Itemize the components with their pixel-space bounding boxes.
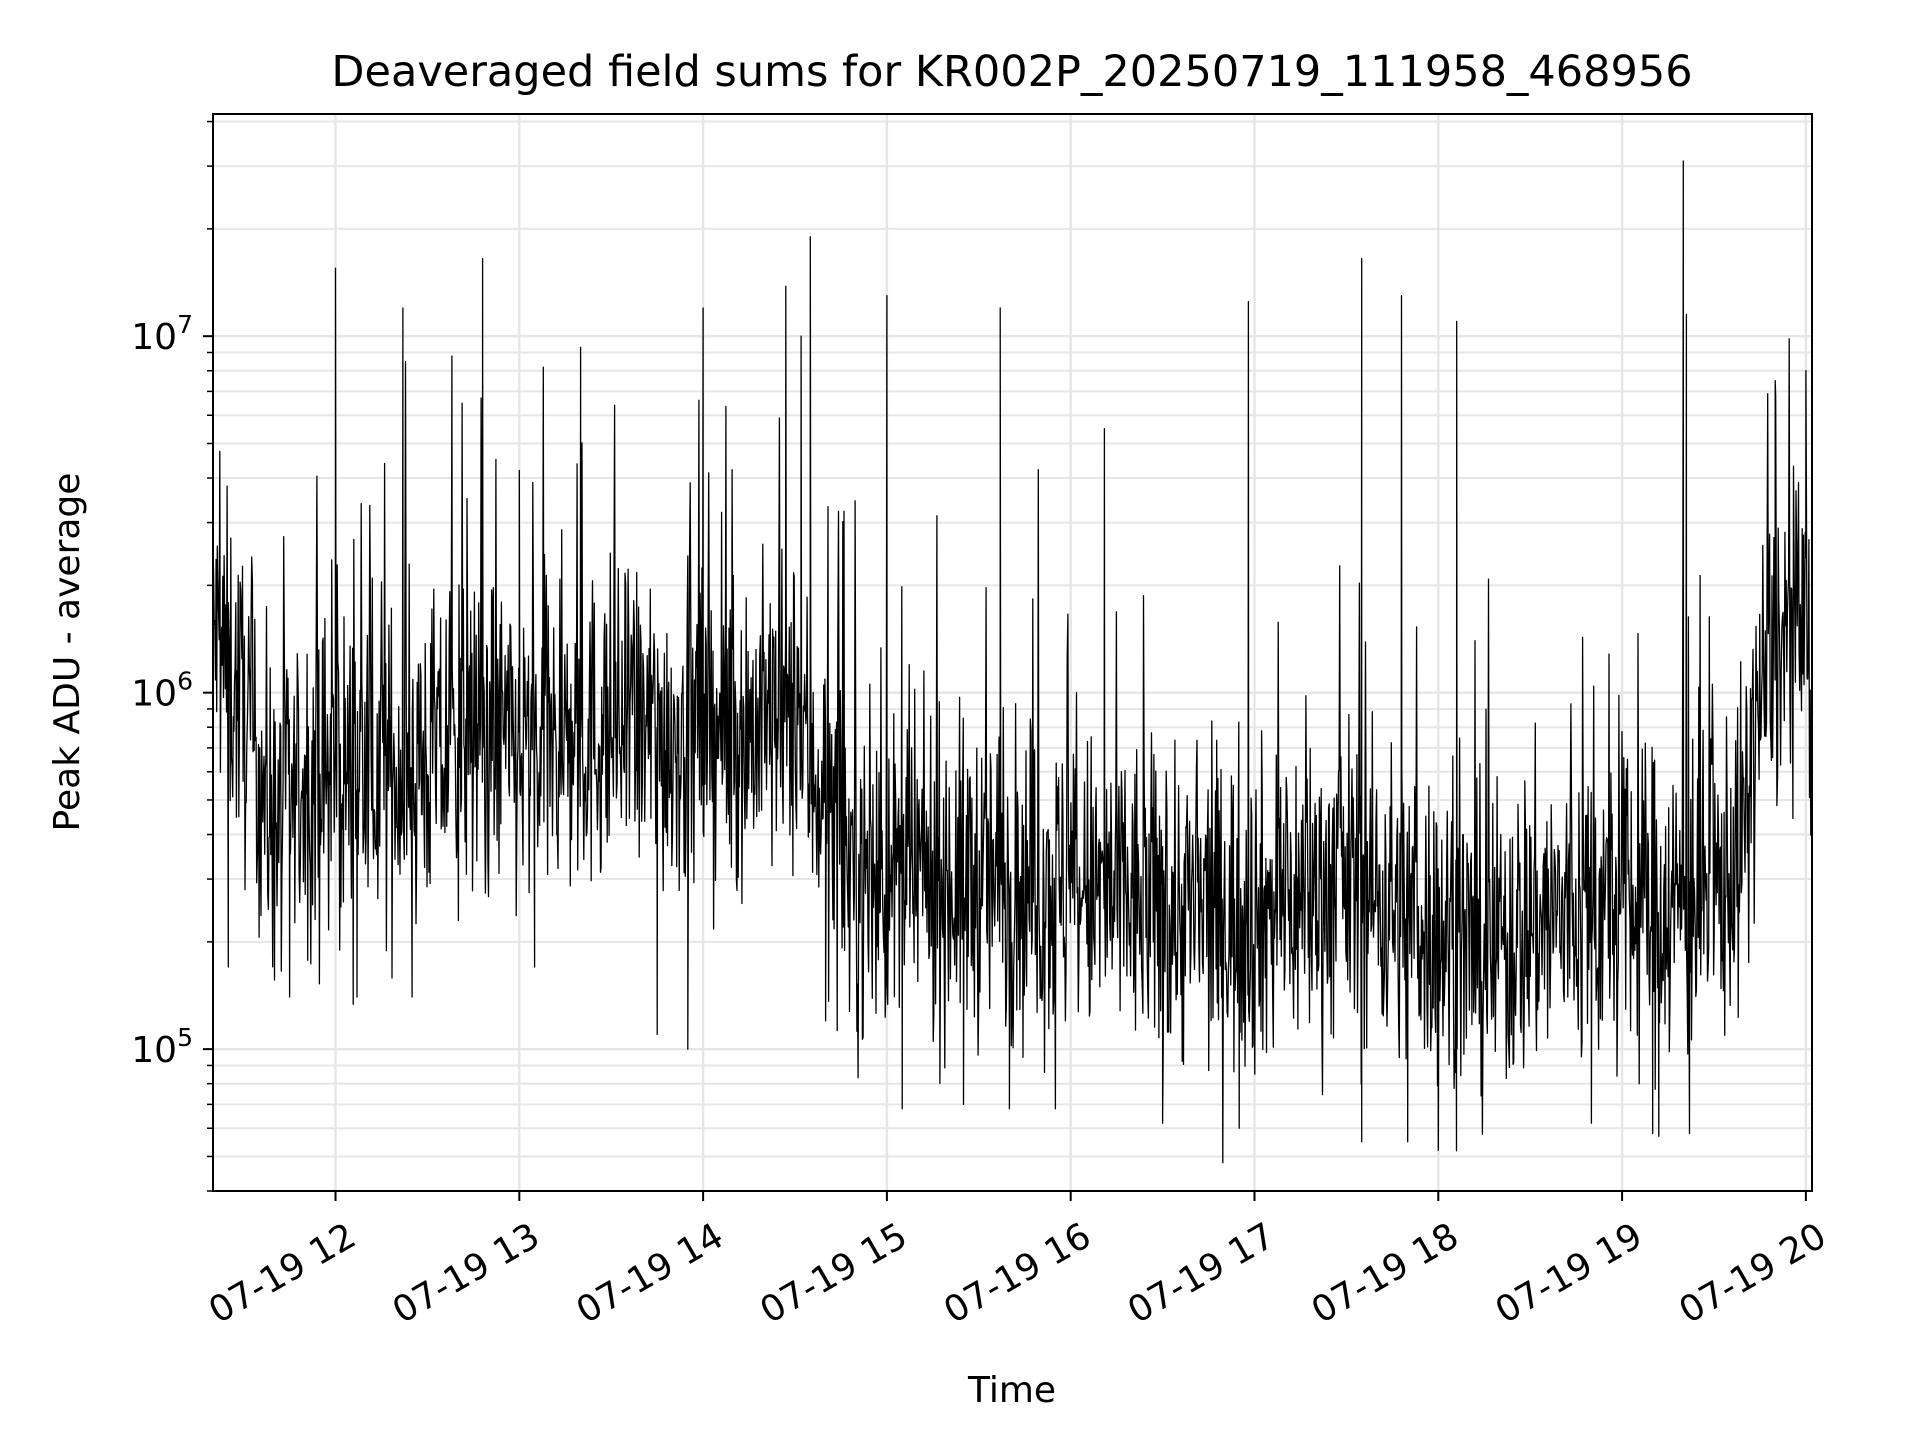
chart-title: Deaveraged field sums for KR002P_2025071… [331,47,1692,97]
y-axis-label: Peak ADU - average [47,473,88,832]
y-tick-label: 107 [131,310,193,358]
data-series [212,160,1813,1164]
plot-area-frame [212,113,1813,1192]
y-tick-label-base: 10 [131,1030,177,1071]
series-line [212,160,1813,1164]
y-tick-label-exponent: 6 [177,667,193,696]
y-tick-label: 105 [131,1023,193,1071]
y-tick-label-exponent: 5 [177,1023,193,1052]
y-tick-label-exponent: 7 [177,310,193,339]
y-tick-label-base: 10 [131,317,177,358]
y-tick-label: 106 [131,667,193,715]
y-tick-label-base: 10 [131,674,177,715]
x-axis-label: Time [967,1370,1056,1411]
